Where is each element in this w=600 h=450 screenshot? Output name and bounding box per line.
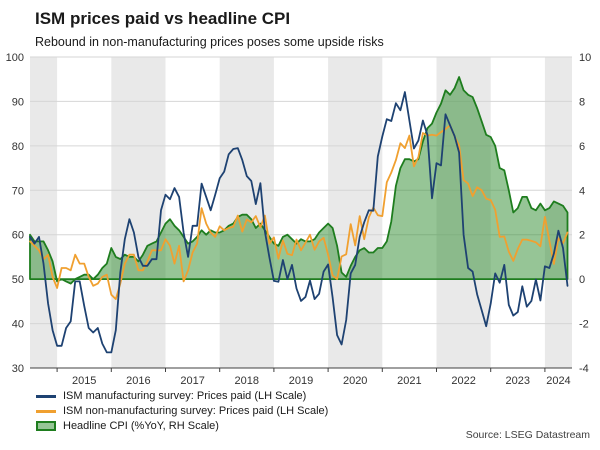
svg-text:2016: 2016	[126, 375, 150, 386]
svg-text:2022: 2022	[451, 375, 475, 386]
svg-text:10: 10	[579, 52, 591, 64]
chart-legend: ISM manufacturing survey: Prices paid (L…	[36, 390, 328, 432]
svg-text:2: 2	[579, 230, 585, 242]
legend-item-ism-manufacturing: ISM manufacturing survey: Prices paid (L…	[36, 390, 328, 402]
svg-text:2015: 2015	[72, 375, 96, 386]
svg-text:-4: -4	[579, 363, 589, 375]
svg-text:6: 6	[579, 141, 585, 153]
area-swatch-icon	[36, 421, 56, 431]
legend-item-headline-cpi: Headline CPI (%YoY, RH Scale)	[36, 420, 328, 432]
legend-label: ISM manufacturing survey: Prices paid (L…	[63, 390, 307, 402]
svg-text:30: 30	[12, 363, 24, 375]
svg-text:2023: 2023	[506, 375, 530, 386]
source-note: Source: LSEG Datastream	[465, 429, 590, 441]
svg-text:2024: 2024	[546, 375, 570, 386]
svg-text:90: 90	[12, 96, 24, 108]
svg-text:-2: -2	[579, 319, 589, 331]
legend-label: Headline CPI (%YoY, RH Scale)	[63, 420, 219, 432]
svg-text:2019: 2019	[289, 375, 313, 386]
chart-plot-area: 30 40 50 60 70 80 90 100 -4 -2 0 2 4 6 8 10 2015 2016 2017…	[6, 52, 592, 386]
legend-item-ism-non-manufacturing: ISM non-manufacturing survey: Prices pai…	[36, 405, 328, 417]
svg-text:80: 80	[12, 141, 24, 153]
svg-text:60: 60	[12, 230, 24, 242]
svg-text:4: 4	[579, 185, 585, 197]
svg-text:2020: 2020	[343, 375, 367, 386]
svg-text:2018: 2018	[235, 375, 259, 386]
svg-text:70: 70	[12, 185, 24, 197]
chart-title: ISM prices paid vs headline CPI	[35, 9, 291, 28]
line-swatch-icon	[36, 409, 56, 413]
svg-text:50: 50	[12, 274, 24, 286]
chart-subtitle: Rebound in non-manufacturing prices pose…	[35, 35, 384, 49]
chart-header: ISM prices paid vs headline CPI Rebound …	[35, 9, 384, 49]
svg-text:8: 8	[579, 96, 585, 108]
svg-text:2021: 2021	[397, 375, 421, 386]
svg-text:0: 0	[579, 274, 585, 286]
line-swatch-icon	[36, 394, 56, 398]
legend-label: ISM non-manufacturing survey: Prices pai…	[63, 405, 329, 417]
svg-text:100: 100	[6, 52, 24, 64]
svg-text:2017: 2017	[180, 375, 204, 386]
svg-text:40: 40	[12, 319, 24, 331]
